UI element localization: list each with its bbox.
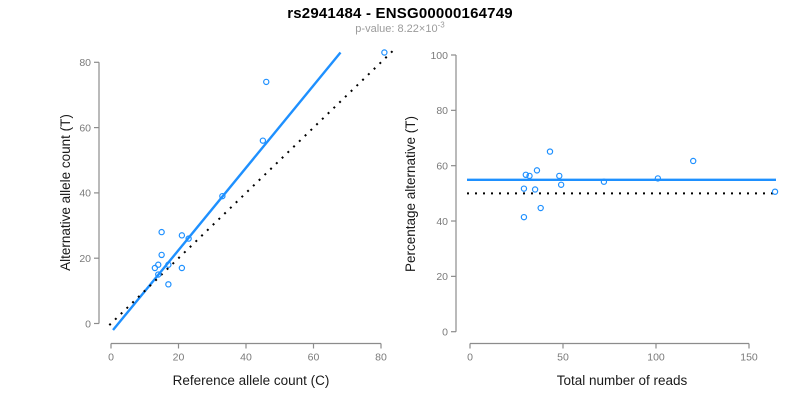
pvalue-text: p-value: 8.22×10 — [355, 23, 438, 35]
x-tick-label: 20 — [173, 352, 185, 364]
y-tick-label: 60 — [79, 122, 91, 134]
data-point — [178, 264, 186, 272]
data-point — [263, 78, 270, 86]
y-tick-label: 20 — [436, 271, 448, 283]
data-point — [381, 49, 388, 56]
data-point — [219, 192, 226, 200]
y-tick-label: 0 — [85, 318, 91, 330]
data-point — [600, 178, 608, 185]
y-tick-label: 40 — [436, 216, 448, 228]
x-tick-label: 0 — [108, 352, 114, 364]
fit-line — [112, 51, 342, 331]
y-tick-label: 100 — [430, 50, 448, 62]
figure-subtitle: p-value: 8.22×10-3 — [0, 20, 800, 35]
data-point — [151, 264, 159, 272]
y-axis-title: Alternative allele count (T) — [58, 114, 73, 271]
x-axis-title: Total number of reads — [557, 373, 688, 388]
x-tick-label: 0 — [467, 352, 473, 364]
x-tick-label: 40 — [240, 352, 252, 364]
data-point — [654, 175, 662, 182]
data-point — [522, 171, 530, 179]
x-tick-label: 50 — [557, 352, 569, 364]
figure-title: rs2941484 - ENSG00000164749 — [287, 5, 513, 22]
identity-line — [108, 48, 396, 326]
pvalue-exponent: -3 — [437, 20, 445, 30]
y-tick-label: 0 — [442, 327, 448, 339]
data-point — [178, 232, 186, 239]
data-point — [185, 235, 192, 242]
data-point — [158, 251, 165, 259]
ref-vs-alt-scatter: 0 20 40 60 80 0 20 40 60 80 Reference allele count… — [58, 48, 396, 388]
y-axis-title: Percentage alternative (T) — [403, 116, 418, 272]
y-tick-label: 80 — [79, 57, 91, 69]
y-tick-label: 20 — [79, 253, 91, 265]
data-point — [533, 167, 541, 174]
y-tick-label: 80 — [436, 105, 448, 117]
data-point — [526, 172, 533, 180]
data-point — [155, 271, 162, 278]
y-tick-label: 40 — [79, 188, 91, 200]
data-point — [259, 137, 267, 144]
x-tick-label: 60 — [308, 352, 320, 364]
data-point — [158, 228, 165, 236]
reads-vs-percentage-scatter: 0 50 100 150 0 20 40 60 80 100 Total number of rea… — [403, 50, 779, 388]
data-point — [531, 186, 539, 193]
x-tick-label: 80 — [375, 352, 387, 364]
y-tick-label: 60 — [436, 160, 448, 172]
data-point — [155, 261, 162, 268]
data-point — [165, 281, 172, 288]
data-point — [556, 172, 563, 180]
data-point — [690, 157, 697, 165]
x-tick-label: 100 — [647, 352, 665, 364]
data-point — [165, 261, 172, 268]
data-point — [546, 148, 554, 155]
x-axis-title: Reference allele count (C) — [173, 373, 330, 388]
data-point — [771, 188, 779, 195]
data-point — [537, 204, 544, 212]
data-point — [520, 185, 528, 192]
data-point — [520, 213, 528, 221]
data-point — [557, 181, 565, 188]
x-tick-label: 150 — [740, 352, 758, 364]
